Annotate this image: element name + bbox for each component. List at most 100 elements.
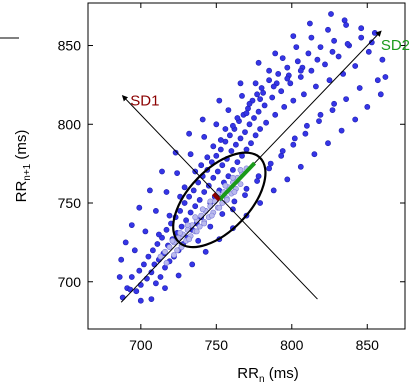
data-point bbox=[192, 214, 199, 221]
data-point bbox=[219, 162, 226, 169]
data-point bbox=[229, 206, 236, 213]
data-point bbox=[196, 196, 203, 203]
data-point bbox=[344, 41, 351, 47]
plot-frame bbox=[87, 2, 406, 330]
data-point bbox=[186, 236, 192, 243]
data-point bbox=[174, 170, 180, 176]
geometry-layer bbox=[120, 30, 382, 303]
data-point bbox=[356, 85, 363, 91]
data-point bbox=[118, 256, 125, 263]
data-point bbox=[303, 122, 310, 129]
data-point bbox=[162, 285, 168, 291]
data-point bbox=[217, 137, 224, 143]
data-point bbox=[128, 274, 135, 280]
data-point bbox=[257, 200, 263, 206]
data-point bbox=[302, 130, 309, 137]
data-point bbox=[202, 248, 209, 255]
data-point bbox=[379, 56, 386, 63]
data-point bbox=[325, 26, 331, 33]
data-point bbox=[166, 212, 173, 219]
data-point bbox=[255, 108, 262, 115]
y-tick-label: 700 bbox=[58, 274, 82, 290]
data-point bbox=[358, 25, 365, 32]
data-point bbox=[272, 111, 279, 118]
sd1-label: SD1 bbox=[130, 92, 159, 109]
data-point bbox=[254, 91, 260, 98]
data-point bbox=[248, 140, 254, 147]
data-point bbox=[225, 107, 232, 113]
data-point bbox=[216, 97, 223, 104]
data-point bbox=[322, 61, 328, 68]
data-point bbox=[266, 67, 272, 74]
data-point bbox=[152, 207, 159, 214]
data-point bbox=[306, 20, 313, 27]
data-point bbox=[183, 217, 189, 224]
data-point bbox=[243, 146, 250, 153]
data-point bbox=[137, 297, 144, 304]
data-point bbox=[222, 126, 229, 132]
data-point bbox=[186, 130, 192, 137]
data-point bbox=[272, 50, 279, 57]
data-point bbox=[217, 146, 224, 153]
data-point bbox=[133, 288, 140, 295]
data-point bbox=[325, 140, 331, 147]
data-point bbox=[343, 22, 349, 28]
data-point bbox=[317, 44, 324, 50]
data-point bbox=[331, 100, 337, 107]
data-point bbox=[223, 196, 230, 203]
data-point bbox=[157, 274, 164, 280]
sd2-segment bbox=[217, 161, 256, 202]
data-point bbox=[171, 252, 177, 258]
data-point bbox=[246, 121, 253, 128]
data-point bbox=[255, 59, 262, 66]
data-point bbox=[163, 226, 170, 233]
data-point bbox=[279, 148, 286, 154]
data-point bbox=[365, 48, 372, 55]
data-point bbox=[207, 198, 214, 205]
data-point bbox=[312, 83, 319, 90]
data-point bbox=[184, 222, 191, 228]
data-point bbox=[314, 56, 321, 63]
data-point bbox=[329, 48, 336, 55]
data-point bbox=[270, 83, 277, 90]
annotation-layer: SD1 SD2 bbox=[130, 37, 410, 109]
data-point bbox=[169, 237, 176, 244]
data-point bbox=[229, 122, 236, 129]
data-point bbox=[234, 115, 241, 121]
data-point bbox=[219, 211, 226, 217]
data-point bbox=[199, 206, 206, 213]
data-point bbox=[275, 71, 282, 77]
data-point bbox=[177, 229, 183, 236]
data-point bbox=[201, 189, 208, 195]
data-point bbox=[252, 80, 259, 87]
data-point bbox=[311, 151, 318, 158]
data-point bbox=[145, 253, 152, 260]
data-point bbox=[181, 200, 188, 206]
data-point bbox=[177, 207, 183, 214]
data-point bbox=[234, 159, 241, 165]
data-point bbox=[317, 111, 324, 118]
data-point bbox=[187, 151, 194, 158]
data-point bbox=[251, 115, 257, 121]
data-point bbox=[243, 185, 250, 192]
data-point bbox=[162, 248, 168, 255]
data-point bbox=[163, 259, 170, 266]
data-point bbox=[204, 154, 211, 161]
data-point bbox=[142, 228, 149, 235]
data-point bbox=[192, 203, 199, 210]
data-point bbox=[287, 80, 294, 87]
x-tick-label: 750 bbox=[205, 337, 229, 353]
data-point bbox=[263, 119, 269, 126]
x-tick-label: 800 bbox=[280, 337, 304, 353]
data-point bbox=[297, 67, 304, 74]
data-point bbox=[207, 223, 214, 230]
data-point bbox=[146, 187, 153, 194]
data-point bbox=[266, 165, 272, 172]
data-point bbox=[284, 75, 291, 82]
x-tick-label: 700 bbox=[129, 337, 153, 353]
data-point bbox=[166, 244, 173, 250]
sd2-label: SD2 bbox=[381, 37, 410, 54]
data-point bbox=[149, 247, 156, 254]
data-point bbox=[290, 97, 297, 104]
